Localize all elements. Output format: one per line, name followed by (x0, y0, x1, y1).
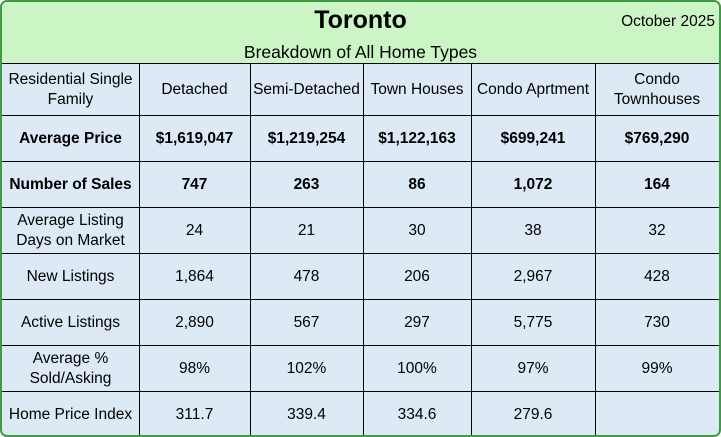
table-cell: 24 (185, 221, 204, 239)
column-header: Semi-Detached (253, 81, 360, 98)
column-divider (595, 64, 596, 435)
table-cell: $1,219,254 (267, 129, 346, 147)
page-subtitle: Breakdown of All Home Types (243, 42, 478, 62)
column-divider (471, 64, 472, 435)
table-cell: 1,864 (175, 267, 214, 285)
row-label: Number of Sales (9, 175, 132, 193)
column-header: Condo Aprtment (476, 81, 589, 98)
table-cell: 279.6 (513, 405, 553, 423)
column-divider (363, 64, 364, 435)
table-cell: $1,619,047 (155, 129, 234, 147)
row-divider (2, 207, 719, 208)
table-cell: 263 (293, 175, 320, 193)
row-label: Average % Sold/Asking (29, 349, 112, 387)
table-cell: $699,241 (500, 129, 566, 147)
row-label: Home Price Index (8, 405, 133, 423)
row-divider (2, 253, 719, 254)
column-header: Detached (161, 81, 228, 98)
table-cell: 98% (178, 359, 211, 377)
row-divider (2, 63, 719, 64)
table-cell: 5,775 (513, 313, 553, 331)
table-cell: 30 (408, 221, 426, 239)
table-cell: 567 (293, 313, 320, 331)
table-cell: 311.7 (175, 405, 214, 423)
table-cell: 2,890 (175, 313, 214, 331)
table-cell: 478 (293, 267, 320, 285)
table-cell: 99% (641, 359, 673, 377)
table-cell: 428 (644, 267, 670, 285)
table-cell: $769,290 (624, 129, 690, 147)
table-cell: 32 (648, 221, 666, 239)
table-cell: 730 (644, 313, 670, 331)
column-header: Condo Townhouses (613, 71, 701, 108)
row-divider (2, 299, 719, 300)
table-cell: 100% (397, 359, 437, 377)
table-cell: 102% (286, 359, 327, 377)
table-cell: 2,967 (513, 267, 553, 285)
report-date: October 2025 (621, 13, 715, 30)
column-divider (250, 64, 251, 435)
row-label: New Listings (26, 267, 115, 285)
table-cell: 86 (408, 175, 426, 193)
row-divider (2, 391, 719, 392)
table-cell: 1,072 (513, 175, 553, 193)
page-title: Toronto (314, 6, 407, 34)
table-cell: 97% (517, 359, 549, 377)
row-label: Average Price (19, 129, 122, 147)
table-cell: 21 (297, 221, 316, 239)
table-cell: 38 (524, 221, 542, 239)
row-divider (2, 345, 719, 346)
table-cell (595, 392, 719, 435)
table-cell: 297 (404, 313, 430, 331)
table-cell: 334.6 (397, 405, 437, 423)
row-divider (2, 115, 719, 116)
column-divider (139, 64, 140, 435)
column-header: Town Houses (370, 81, 464, 98)
table-cell: $1,122,163 (378, 129, 456, 147)
table-cell: 747 (181, 175, 208, 193)
table-cell: 339.4 (287, 405, 326, 423)
row-label: Active Listings (20, 313, 121, 331)
column-header: Residential Single Family (8, 71, 133, 108)
row-label: Average Listing Days on Market (16, 211, 125, 249)
table-cell: 164 (644, 175, 670, 193)
row-divider (2, 161, 719, 162)
header-banner: Toronto October 2025 Breakdown of All Ho… (2, 2, 719, 64)
table-cell: 206 (404, 267, 430, 285)
